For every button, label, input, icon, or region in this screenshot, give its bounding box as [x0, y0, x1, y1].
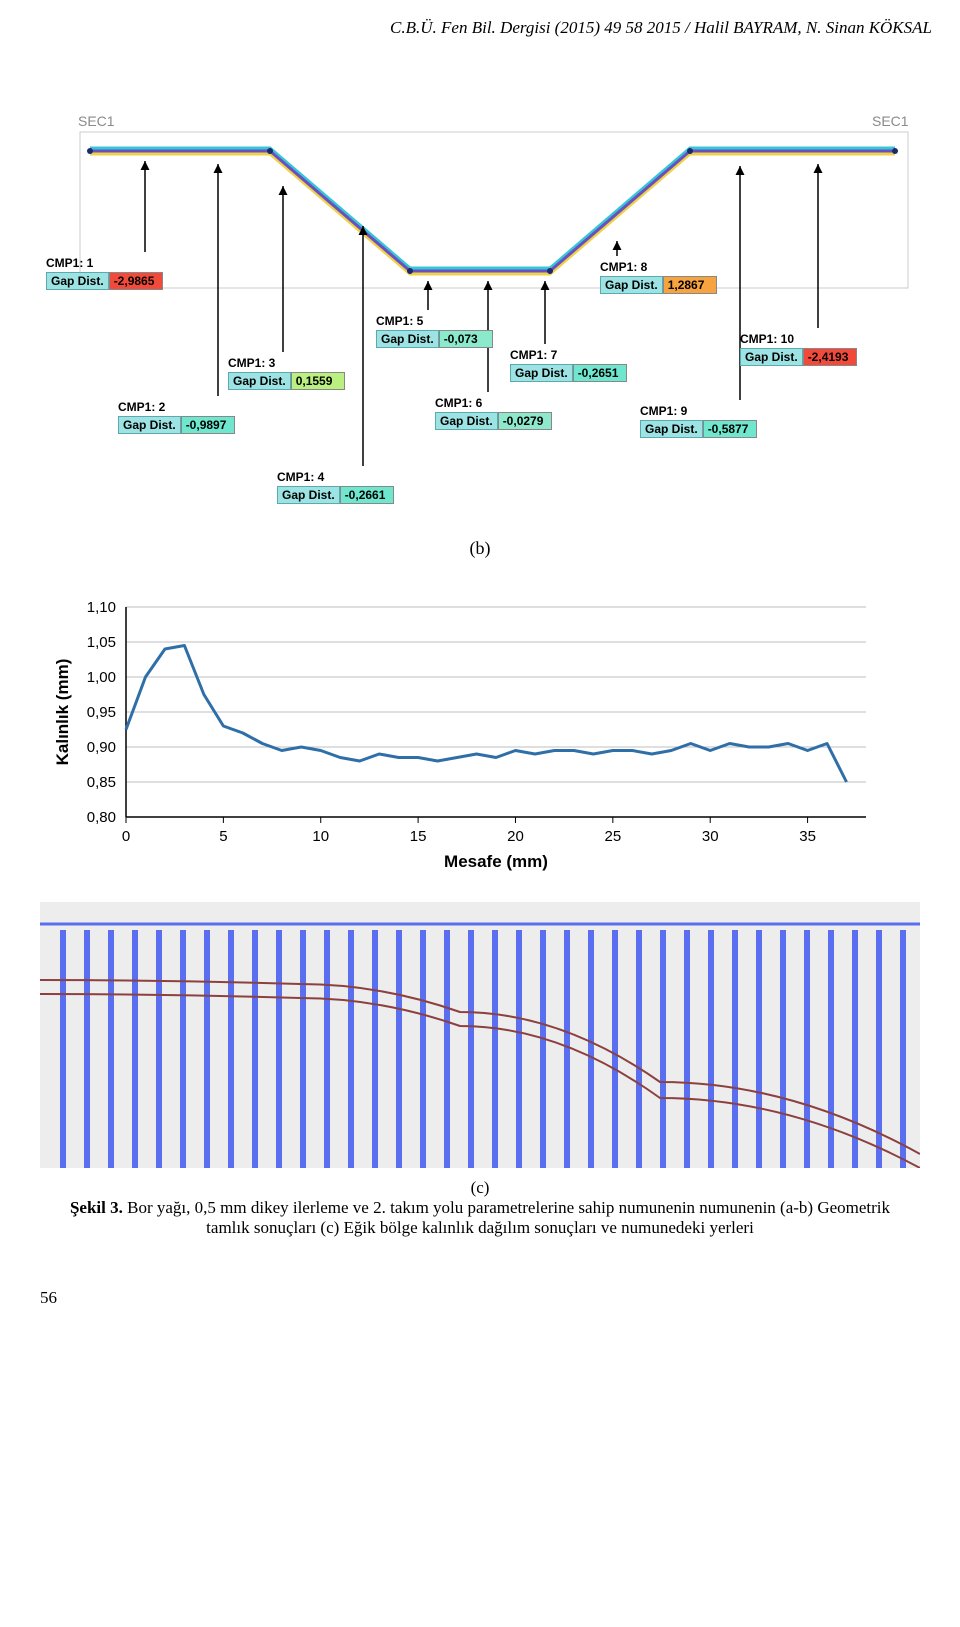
subfigure-label-b: (b): [0, 538, 960, 559]
gap-dist-label: Gap Dist.: [376, 330, 439, 348]
page-number: 56: [40, 1288, 57, 1308]
gap-dist-label: Gap Dist.: [510, 364, 573, 382]
cmp-id: CMP1: 5: [376, 314, 506, 328]
stripes-svg: [40, 902, 920, 1168]
svg-text:0,95: 0,95: [87, 704, 116, 721]
gap-dist-value: -2,4193: [803, 348, 857, 366]
gap-dist-label: Gap Dist.: [740, 348, 803, 366]
figure-label: Şekil 3.: [70, 1198, 123, 1217]
thickness-chart: 0,80 0,85 0,90 0,95 1,00 1,05 1,10 0 5 10 15 20 25 30…: [40, 587, 920, 892]
svg-text:Kalınlık (mm): Kalınlık (mm): [53, 659, 72, 766]
svg-text:0,90: 0,90: [87, 739, 116, 756]
cmp-label: CMP1: 9 Gap Dist.-0,5877: [640, 404, 770, 438]
diagram-svg: SEC1 SEC1: [40, 78, 920, 518]
svg-text:35: 35: [799, 828, 816, 845]
svg-text:Mesafe (mm): Mesafe (mm): [444, 852, 548, 871]
cmp-label: CMP1: 1 Gap Dist.-2,9865: [46, 256, 176, 290]
gap-dist-label: Gap Dist.: [640, 420, 703, 438]
cmp-label: CMP1: 7 Gap Dist.-0,2651: [510, 348, 640, 382]
cmp-id: CMP1: 3: [228, 356, 358, 370]
gap-dist-value: -0,2651: [573, 364, 627, 382]
cmp-id: CMP1: 4: [277, 470, 407, 484]
figure-caption-text: Bor yağı, 0,5 mm dikey ilerleme ve 2. ta…: [123, 1198, 890, 1237]
svg-text:20: 20: [507, 828, 524, 845]
figure-caption: (c) Şekil 3. Bor yağı, 0,5 mm dikey iler…: [60, 1178, 900, 1238]
cmp-id: CMP1: 8: [600, 260, 730, 274]
svg-text:SEC1: SEC1: [872, 113, 909, 129]
cmp-id: CMP1: 7: [510, 348, 640, 362]
subfigure-label-c: (c): [60, 1178, 900, 1198]
svg-text:30: 30: [702, 828, 719, 845]
gap-dist-value: -0,5877: [703, 420, 757, 438]
cmp-id: CMP1: 6: [435, 396, 565, 410]
cmp-label: CMP1: 10 Gap Dist.-2,4193: [740, 332, 870, 366]
svg-text:10: 10: [312, 828, 329, 845]
gap-dist-label: Gap Dist.: [46, 272, 109, 290]
gap-dist-label: Gap Dist.: [600, 276, 663, 294]
cmp-label: CMP1: 2 Gap Dist.-0,9897: [118, 400, 248, 434]
gap-dist-value: 0,1559: [291, 372, 345, 390]
gap-dist-label: Gap Dist.: [277, 486, 340, 504]
chart-svg: 0,80 0,85 0,90 0,95 1,00 1,05 1,10 0 5 10 15 20 25 30…: [40, 587, 900, 887]
svg-text:0,85: 0,85: [87, 774, 116, 791]
section-stripes-panel: [40, 902, 920, 1168]
svg-text:25: 25: [604, 828, 621, 845]
gap-dist-value: -0,073: [439, 330, 493, 348]
svg-text:5: 5: [219, 828, 227, 845]
gap-dist-value: -0,9897: [181, 416, 235, 434]
gap-distance-diagram: SEC1SEC1 CMP1: 1Gap Dist.-2,9865CMP1: 2G…: [40, 78, 920, 518]
svg-text:0: 0: [122, 828, 130, 845]
page-header: C.B.Ü. Fen Bil. Dergisi (2015) 49 58 201…: [0, 0, 960, 78]
svg-text:15: 15: [410, 828, 427, 845]
svg-text:SEC1: SEC1: [78, 113, 115, 129]
cmp-label: CMP1: 6 Gap Dist.-0,0279: [435, 396, 565, 430]
cmp-label: CMP1: 5 Gap Dist.-0,073: [376, 314, 506, 348]
svg-text:0,80: 0,80: [87, 809, 116, 826]
gap-dist-label: Gap Dist.: [118, 416, 181, 434]
svg-text:1,10: 1,10: [87, 599, 116, 616]
gap-dist-value: -2,9865: [109, 272, 163, 290]
cmp-label: CMP1: 8 Gap Dist.1,2867: [600, 260, 730, 294]
svg-text:1,00: 1,00: [87, 669, 116, 686]
cmp-label: CMP1: 4 Gap Dist.-0,2661: [277, 470, 407, 504]
gap-dist-label: Gap Dist.: [228, 372, 291, 390]
cmp-label: CMP1: 3 Gap Dist.0,1559: [228, 356, 358, 390]
gap-dist-value: -0,0279: [498, 412, 552, 430]
cmp-id: CMP1: 1: [46, 256, 176, 270]
cmp-id: CMP1: 2: [118, 400, 248, 414]
svg-text:1,05: 1,05: [87, 634, 116, 651]
gap-dist-value: -0,2661: [340, 486, 394, 504]
gap-dist-label: Gap Dist.: [435, 412, 498, 430]
cmp-id: CMP1: 9: [640, 404, 770, 418]
cmp-id: CMP1: 10: [740, 332, 870, 346]
gap-dist-value: 1,2867: [663, 276, 717, 294]
